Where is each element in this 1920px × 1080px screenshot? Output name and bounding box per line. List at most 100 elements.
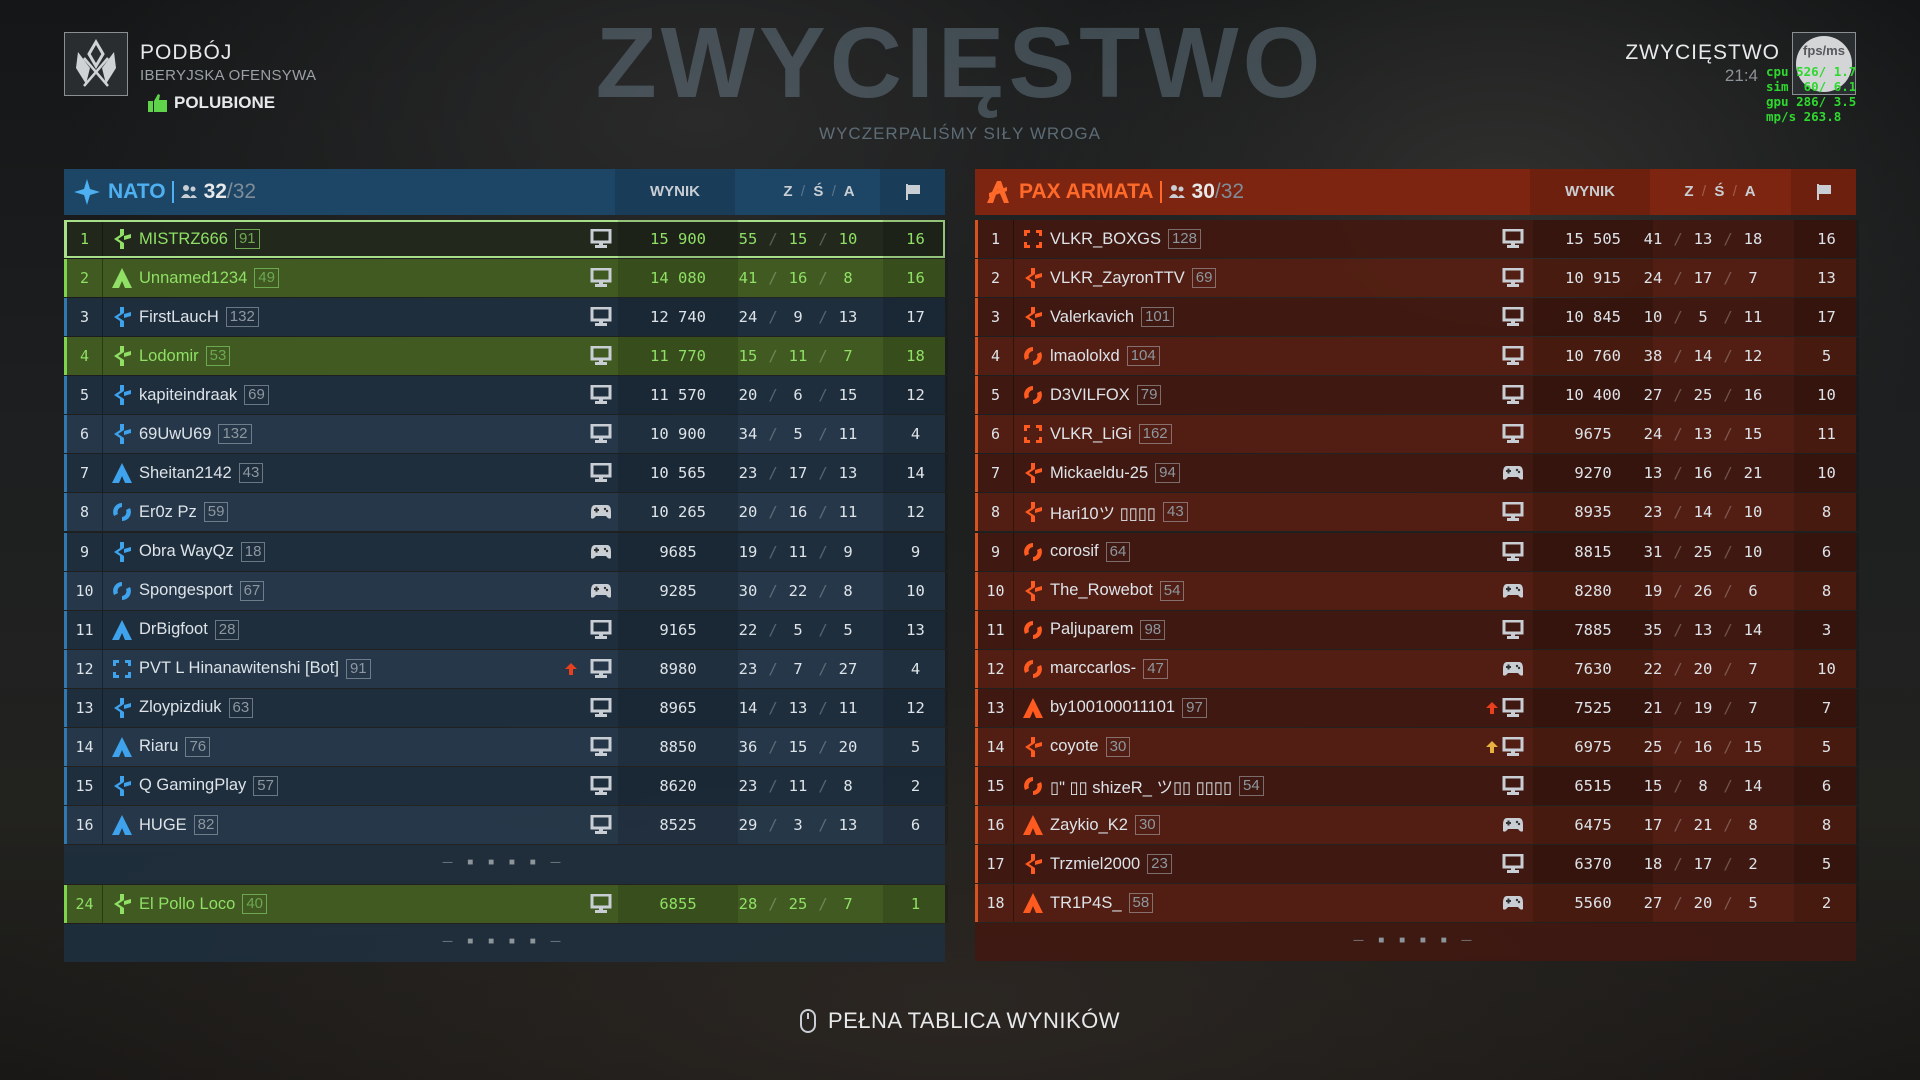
cross-squad-role-icon [111, 384, 133, 406]
player-row[interactable]: 7 Sheitan2142 43 10 565 23 17 13 / / 14 [64, 454, 948, 493]
player-name[interactable]: Zloypizdiuk [139, 698, 222, 717]
player-row[interactable]: 15 Q GamingPlay 57 8620 23 11 8 / / 2 [64, 766, 948, 805]
player-name[interactable]: Paljuparem [1050, 620, 1134, 639]
kills: 41 [738, 269, 758, 288]
player-row[interactable]: 2 VLKR_ZayronTTV 69 10 915 24 17 7 / / 13 [975, 259, 1859, 298]
pc-platform-icon [590, 228, 612, 249]
player-name[interactable]: Zaykio_K2 [1050, 815, 1128, 834]
player-row[interactable]: 3 FirstLaucH 132 12 740 24 9 13 / / 17 [64, 298, 948, 337]
player-name[interactable]: Obra WayQz [139, 542, 234, 561]
col-kda-header[interactable]: Z / Ś / A [783, 183, 855, 200]
player-name[interactable]: coyote [1050, 737, 1099, 756]
player-name[interactable]: Spongesport [139, 581, 233, 600]
player-row[interactable]: 5 kapiteindraak 69 11 570 20 6 15 / / 12 [64, 376, 948, 415]
player-row[interactable]: 7 Mickaeldu-25 94 9270 13 16 21 / / 10 [975, 454, 1859, 493]
objective-score: 6 [1794, 766, 1859, 805]
separator: / [768, 620, 778, 639]
player-row[interactable]: 11 Paljuparem 98 7885 35 13 14 / / 3 [975, 610, 1859, 649]
player-name[interactable]: marccarlos- [1050, 659, 1137, 678]
player-row[interactable]: 6 69UwU69 132 10 900 34 5 11 / / 4 [64, 415, 948, 454]
player-name[interactable]: Er0z Pz [139, 502, 197, 521]
player-name[interactable]: The_Rowebot [1050, 581, 1153, 600]
player-level: 40 [242, 894, 267, 915]
player-avatar[interactable]: fps/ms [1792, 32, 1856, 95]
player-row[interactable]: 10 The_Rowebot 54 8280 19 26 6 / / 8 [975, 571, 1859, 610]
player-row[interactable]: 12 marccarlos- 47 7630 22 20 7 / / 10 [975, 649, 1859, 688]
pagination-indicator[interactable]: — ■ ■ ■ ■ — [442, 857, 567, 869]
col-score-header[interactable]: WYNIK [1530, 169, 1650, 215]
player-row[interactable]: 8 Hari10ツ ▯▯▯▯ 43 8935 23 14 10 / / 8 [975, 493, 1859, 532]
assists: 10 [1743, 503, 1763, 522]
player-name[interactable]: VLKR_BOXGS [1050, 229, 1161, 248]
deaths: 3 [793, 816, 803, 835]
player-row[interactable]: 4 lmaololxd 104 10 760 38 14 12 / / 5 [975, 337, 1859, 376]
player-name[interactable]: D3VILFOX [1050, 385, 1130, 404]
player-row[interactable]: 11 DrBigfoot 28 9165 22 5 5 / / 13 [64, 610, 948, 649]
col-score-header[interactable]: WYNIK [615, 169, 735, 215]
player-name[interactable]: Hari10ツ ▯▯▯▯ [1050, 505, 1157, 524]
separator: / [768, 776, 778, 795]
player-name[interactable]: PVT L Hinanawitenshi [Bot] [139, 659, 339, 678]
col-kda-header[interactable]: Z / Ś / A [1684, 183, 1756, 200]
pc-platform-icon [590, 775, 612, 796]
player-row[interactable]: 3 Valerkavich 101 10 845 10 5 11 / / 17 [975, 298, 1859, 337]
player-name[interactable]: Sheitan2142 [139, 463, 232, 482]
player-row[interactable]: 18 TR1P4S_ 58 5560 27 20 5 / / 2 [975, 884, 1859, 923]
full-scoreboard-button[interactable]: PEŁNA TABLICA WYNIKÓW [0, 1008, 1920, 1034]
player-row[interactable]: 14 Riaru 76 8850 36 15 20 / / 5 [64, 727, 948, 766]
player-row[interactable]: 8 Er0z Pz 59 10 265 20 16 11 / / 12 [64, 493, 948, 532]
player-row[interactable]: 13 by100100011101 97 7525 21 19 7 / / 7 [975, 688, 1859, 727]
player-name[interactable]: HUGE [139, 815, 187, 834]
col-objective-header[interactable] [880, 169, 945, 215]
player-name[interactable]: TR1P4S_ [1050, 893, 1122, 912]
objective-score: 16 [883, 220, 948, 258]
score: 8620 [618, 766, 738, 805]
player-level: 58 [1128, 893, 1154, 914]
flag-icon [1816, 184, 1831, 201]
assists: 15 [1743, 737, 1763, 756]
player-row[interactable]: 16 Zaykio_K2 30 6475 17 21 8 / / 8 [975, 806, 1859, 845]
player-name[interactable]: Riaru [139, 737, 179, 756]
player-row[interactable]: 10 Spongesport 67 9285 30 22 8 / / 10 [64, 571, 948, 610]
player-name[interactable]: ▯" ▯▯ shizeR_ ツ▯▯ ▯▯▯▯ [1050, 778, 1233, 797]
player-row[interactable]: 24 El Pollo Loco 40 6855 28 25 7 / / 1 [64, 885, 948, 924]
pagination-indicator[interactable]: — ■ ■ ■ ■ — [1353, 935, 1478, 947]
player-name[interactable]: MISTRZ666 [139, 229, 228, 248]
player-row[interactable]: 14 coyote 30 6975 25 16 15 / / 5 [975, 727, 1859, 766]
player-name[interactable]: Mickaeldu-25 [1050, 463, 1149, 482]
player-row[interactable]: 1 VLKR_BOXGS 128 15 505 41 13 18 / / 16 [975, 220, 1859, 258]
player-name[interactable]: corosif [1050, 542, 1099, 561]
player-row[interactable]: 4 Lodomir 53 11 770 15 11 7 / / 18 [64, 337, 948, 376]
col-objective-header[interactable] [1791, 169, 1856, 215]
player-row[interactable]: 15 ▯" ▯▯ shizeR_ ツ▯▯ ▯▯▯▯ 54 6515 15 8 14//6 [975, 766, 1859, 805]
player-row[interactable]: 16 HUGE 82 8525 29 3 13 / / 6 [64, 806, 948, 845]
player-row[interactable]: 12 PVT L Hinanawitenshi [Bot] 91 8980 23 7 27 /… [64, 649, 948, 688]
player-name[interactable]: Lodomir [139, 346, 199, 365]
player-name[interactable]: Q GamingPlay [139, 776, 247, 795]
player-row[interactable]: 2 Unnamed1234 49 14 080 41 16 8 / / 16 [64, 259, 948, 298]
separator: / [818, 776, 828, 795]
player-name[interactable]: kapiteindraak [139, 385, 238, 404]
player-name[interactable]: Valerkavich [1050, 307, 1135, 326]
player-name[interactable]: Trzmiel2000 [1050, 854, 1141, 873]
player-name[interactable]: DrBigfoot [139, 620, 208, 639]
deaths: 15 [788, 737, 808, 756]
player-name[interactable]: Unnamed1234 [139, 268, 248, 287]
player-row[interactable]: 6 VLKR_LiGi 162 9675 24 13 15 / / 11 [975, 415, 1859, 454]
player-name[interactable]: 69UwU69 [139, 424, 212, 443]
player-name[interactable]: El Pollo Loco [139, 894, 236, 913]
player-name[interactable]: FirstLaucH [139, 307, 219, 326]
player-row[interactable]: 13 Zloypizdiuk 63 8965 14 13 11 / / 12 [64, 688, 948, 727]
liked-indicator[interactable]: POLUBIONE [148, 93, 275, 113]
player-name[interactable]: by100100011101 [1050, 698, 1176, 717]
player-row[interactable]: 9 corosif 64 8815 31 25 10 / / 6 [975, 532, 1859, 571]
player-name[interactable]: VLKR_ZayronTTV [1050, 268, 1185, 287]
player-row[interactable]: 1 MISTRZ666 91 15 900 55 15 10 / / 16 [64, 220, 948, 258]
player-row[interactable]: 9 Obra WayQz 18 9685 19 11 9 / / 9 [64, 532, 948, 571]
player-name[interactable]: lmaololxd [1050, 346, 1120, 365]
kills: 15 [1643, 776, 1663, 795]
player-row[interactable]: 17 Trzmiel2000 23 6370 18 17 2 / / 5 [975, 845, 1859, 884]
player-name[interactable]: VLKR_LiGi [1050, 424, 1132, 443]
pagination-indicator[interactable]: — ■ ■ ■ ■ — [442, 936, 567, 948]
player-row[interactable]: 5 D3VILFOX 79 10 400 27 25 16 / / 10 [975, 376, 1859, 415]
